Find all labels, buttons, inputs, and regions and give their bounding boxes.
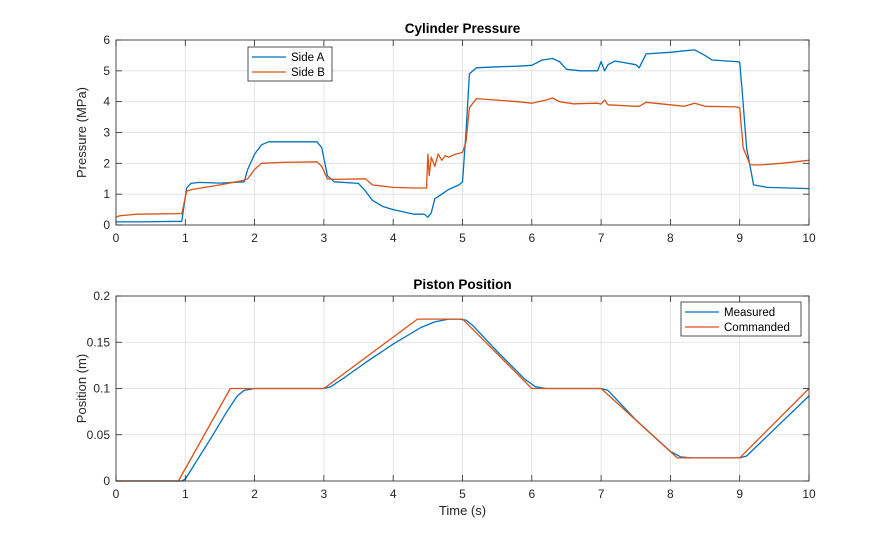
position-legend-label: Measured bbox=[724, 307, 775, 319]
pressure-legend-box bbox=[247, 46, 333, 82]
position-series-commanded bbox=[116, 318, 810, 482]
position-xtick-label: 5 bbox=[459, 487, 466, 501]
pressure-xtick-label: 10 bbox=[802, 231, 816, 245]
position-legend-label: Commanded bbox=[724, 322, 790, 334]
position-ticks: 0 1 2 3 4 5 6 7 8 9 10 0 0.05 0.1 0.15 0.2 bbox=[87, 289, 816, 501]
pressure-xtick-label: 9 bbox=[736, 231, 743, 245]
position-xtick-label: 6 bbox=[528, 487, 535, 501]
position-xtick-label: 9 bbox=[736, 487, 743, 501]
position-ylabel: Position (m) bbox=[74, 354, 89, 423]
pressure-xtick-label: 0 bbox=[113, 231, 120, 245]
pressure-ytick-label: 5 bbox=[103, 64, 110, 78]
position-ytick-label: 0.05 bbox=[87, 428, 111, 442]
pressure-xtick-label: 6 bbox=[528, 231, 535, 245]
pressure-ytick-label: 2 bbox=[103, 156, 110, 170]
pressure-xtick-label: 3 bbox=[321, 231, 328, 245]
pressure-ylabel: Pressure (MPa) bbox=[74, 87, 89, 178]
position-xtick-label: 3 bbox=[321, 487, 328, 501]
pressure-ytick-label: 3 bbox=[103, 126, 110, 140]
pressure-ytick-label: 6 bbox=[103, 33, 110, 47]
position-xlabel: Time (s) bbox=[439, 503, 486, 518]
pressure-series bbox=[115, 49, 810, 223]
pressure-series-side-b bbox=[115, 97, 810, 218]
pressure-legend-label: Side B bbox=[291, 67, 325, 79]
position-xtick-label: 7 bbox=[598, 487, 605, 501]
pressure-xtick-label: 5 bbox=[459, 231, 466, 245]
pressure-xtick-label: 2 bbox=[251, 231, 258, 245]
pressure-ticks: 0 1 2 3 4 5 6 7 8 9 10 0 1 2 3 4 5 6 bbox=[103, 33, 816, 245]
pressure-plot: 0 1 2 3 4 5 6 7 8 9 10 0 1 2 3 4 5 6 Cylinder Pressure Pr… bbox=[74, 21, 816, 245]
pressure-xtick-label: 1 bbox=[182, 231, 189, 245]
position-xtick-label: 2 bbox=[251, 487, 258, 501]
position-legend-box bbox=[680, 301, 802, 337]
pressure-ytick-label: 0 bbox=[103, 218, 110, 232]
position-xtick-label: 10 bbox=[802, 487, 816, 501]
position-xtick-label: 0 bbox=[113, 487, 120, 501]
pressure-ytick-label: 1 bbox=[103, 187, 110, 201]
pressure-legend-label: Side A bbox=[291, 52, 325, 64]
pressure-xtick-label: 7 bbox=[598, 231, 605, 245]
position-ytick-label: 0.2 bbox=[93, 289, 110, 303]
pressure-xtick-label: 4 bbox=[390, 231, 397, 245]
pressure-title: Cylinder Pressure bbox=[405, 21, 521, 36]
position-plot: 0 1 2 3 4 5 6 7 8 9 10 0 0.05 0.1 0.15 0.2 Piston Posit… bbox=[74, 277, 816, 518]
pressure-xtick-label: 8 bbox=[667, 231, 674, 245]
position-ytick-label: 0.1 bbox=[93, 382, 110, 396]
position-xtick-label: 8 bbox=[667, 487, 674, 501]
position-ytick-label: 0 bbox=[103, 474, 110, 488]
pressure-legend: Side A Side B bbox=[247, 46, 333, 82]
position-legend: Measured Commanded bbox=[680, 301, 802, 337]
position-ytick-label: 0.15 bbox=[87, 335, 111, 349]
pressure-series-side-a bbox=[116, 49, 810, 223]
position-xtick-label: 1 bbox=[182, 487, 189, 501]
position-xtick-label: 4 bbox=[390, 487, 397, 501]
position-title: Piston Position bbox=[413, 277, 511, 292]
position-series bbox=[116, 318, 810, 482]
pressure-ytick-label: 4 bbox=[103, 95, 110, 109]
